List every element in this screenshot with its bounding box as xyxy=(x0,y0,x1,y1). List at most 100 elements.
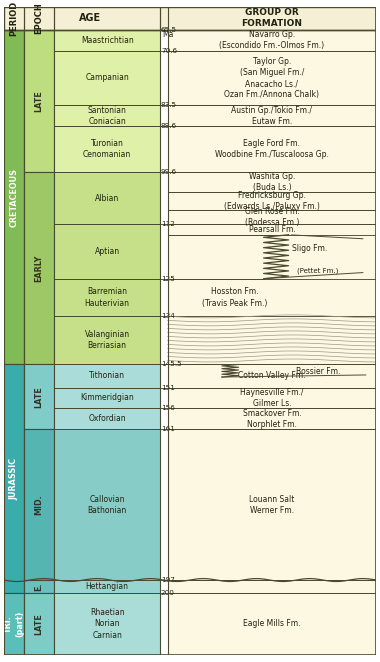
Bar xyxy=(4,592,24,655)
Bar xyxy=(168,30,376,51)
Bar xyxy=(168,30,376,655)
Bar xyxy=(168,430,376,580)
Bar xyxy=(54,30,160,51)
Text: 151: 151 xyxy=(161,385,175,391)
Bar xyxy=(168,235,376,262)
Text: Oxfordian: Oxfordian xyxy=(88,414,126,424)
Bar xyxy=(54,224,160,279)
Text: Aptian: Aptian xyxy=(95,247,120,256)
Text: 112: 112 xyxy=(161,221,175,227)
Text: LATE: LATE xyxy=(35,613,44,635)
Bar xyxy=(168,126,376,172)
Text: CRETACEOUS: CRETACEOUS xyxy=(10,167,19,226)
Bar xyxy=(54,387,160,408)
Bar xyxy=(168,105,376,126)
Text: 145.5: 145.5 xyxy=(161,361,182,367)
Text: 125: 125 xyxy=(161,275,175,281)
Bar xyxy=(168,172,376,191)
Text: 88.6: 88.6 xyxy=(161,123,177,129)
Text: Santonian
Coniacian: Santonian Coniacian xyxy=(88,106,127,126)
Bar xyxy=(24,30,54,172)
Text: Turonian
Cenomanian: Turonian Cenomanian xyxy=(83,139,131,160)
Bar xyxy=(4,7,376,30)
Text: Tithonian: Tithonian xyxy=(89,371,125,381)
Bar xyxy=(54,279,160,316)
Text: 70.6: 70.6 xyxy=(161,48,177,54)
Text: Barremian
Hauterivian: Barremian Hauterivian xyxy=(85,287,130,308)
Text: TRI.
(part): TRI. (part) xyxy=(4,611,24,638)
Bar xyxy=(168,191,376,210)
Text: Fredricksburg Gp.
(Edwards Ls./Paluxy Fm.): Fredricksburg Gp. (Edwards Ls./Paluxy Fm… xyxy=(224,191,320,211)
Bar xyxy=(168,51,376,105)
Text: 99.6: 99.6 xyxy=(161,169,177,175)
Text: JURASSIC: JURASSIC xyxy=(10,457,19,500)
Bar xyxy=(54,580,160,592)
Bar xyxy=(54,592,160,655)
Text: Hettangian: Hettangian xyxy=(86,582,129,591)
Text: 134: 134 xyxy=(161,313,175,319)
Text: Smackover Fm.
Norphlet Fm.: Smackover Fm. Norphlet Fm. xyxy=(242,409,301,429)
Bar xyxy=(24,592,54,655)
Text: Hosston Fm.
(Travis Peak Fm.): Hosston Fm. (Travis Peak Fm.) xyxy=(202,287,267,308)
Text: GROUP OR
FORMATION: GROUP OR FORMATION xyxy=(241,8,302,28)
Text: Eagle Mills Fm.: Eagle Mills Fm. xyxy=(243,620,301,628)
Text: E.: E. xyxy=(35,582,44,591)
Text: Pearsall Fm.: Pearsall Fm. xyxy=(249,225,295,234)
Text: Glen Rose Fm.
(Rodessa Fm.): Glen Rose Fm. (Rodessa Fm.) xyxy=(245,207,299,227)
Bar xyxy=(54,365,160,387)
Text: Maastrichtian: Maastrichtian xyxy=(81,36,133,45)
Bar xyxy=(54,172,160,224)
Text: (Pettet Fm.): (Pettet Fm.) xyxy=(297,267,339,273)
Bar xyxy=(168,592,376,655)
Bar xyxy=(24,580,54,592)
Bar xyxy=(168,224,376,235)
Text: EPOCH: EPOCH xyxy=(35,2,44,34)
Bar xyxy=(54,408,160,430)
Text: Rhaetian
Norian
Carnian: Rhaetian Norian Carnian xyxy=(90,608,125,639)
Text: 200: 200 xyxy=(161,590,175,596)
Text: LATE: LATE xyxy=(35,90,44,112)
Text: Valanginian
Berriasian: Valanginian Berriasian xyxy=(85,330,130,350)
Text: PERIOD: PERIOD xyxy=(10,1,19,36)
Bar xyxy=(24,365,54,430)
Text: AGE: AGE xyxy=(79,13,101,23)
Bar xyxy=(168,30,376,655)
Bar xyxy=(168,387,376,408)
Text: Cotton Valley Fm.: Cotton Valley Fm. xyxy=(238,371,306,381)
Text: LATE: LATE xyxy=(35,386,44,408)
Text: Kimmeridgian: Kimmeridgian xyxy=(80,393,134,402)
Bar xyxy=(24,172,54,365)
Text: 65.5: 65.5 xyxy=(161,26,177,32)
Text: 161: 161 xyxy=(161,426,175,432)
Bar xyxy=(4,30,24,365)
Bar xyxy=(168,262,376,279)
Text: Sligo Fm.: Sligo Fm. xyxy=(292,244,327,253)
Text: EARLY: EARLY xyxy=(35,255,44,282)
Text: Callovian
Bathonian: Callovian Bathonian xyxy=(87,495,127,515)
Bar xyxy=(168,365,376,379)
Text: Eagle Ford Fm.
Woodbine Fm./Tuscaloosa Gp.: Eagle Ford Fm. Woodbine Fm./Tuscaloosa G… xyxy=(215,139,329,160)
Bar xyxy=(54,316,160,365)
Text: Bossier Fm.: Bossier Fm. xyxy=(296,367,340,376)
Text: Campanian: Campanian xyxy=(85,73,129,83)
Text: Taylor Gp.
(San Miguel Fm./
Anacacho Ls./
Ozan Fm./Annona Chalk): Taylor Gp. (San Miguel Fm./ Anacacho Ls.… xyxy=(225,57,320,99)
Text: Ma: Ma xyxy=(162,30,173,40)
Text: Haynesville Fm./
Gilmer Ls.: Haynesville Fm./ Gilmer Ls. xyxy=(240,388,304,408)
Text: 83.5: 83.5 xyxy=(161,102,177,108)
Text: Albian: Albian xyxy=(95,194,119,203)
Text: Navarro Gp.
(Escondido Fm.-Olmos Fm.): Navarro Gp. (Escondido Fm.-Olmos Fm.) xyxy=(219,30,325,50)
Text: Louann Salt
Werner Fm.: Louann Salt Werner Fm. xyxy=(249,495,294,515)
Bar xyxy=(54,51,160,105)
Bar xyxy=(4,365,24,592)
Text: Austin Gp./Tokio Fm./
Eutaw Fm.: Austin Gp./Tokio Fm./ Eutaw Fm. xyxy=(231,106,312,126)
Bar xyxy=(54,105,160,126)
Text: 156: 156 xyxy=(161,405,175,411)
Bar xyxy=(168,365,376,387)
Bar xyxy=(54,126,160,172)
Bar xyxy=(168,408,376,430)
Bar xyxy=(168,210,376,224)
Bar xyxy=(168,279,376,316)
Bar xyxy=(54,430,160,580)
Text: MID.: MID. xyxy=(35,495,44,515)
Text: Washita Gp.
(Buda Ls.): Washita Gp. (Buda Ls.) xyxy=(249,172,295,192)
